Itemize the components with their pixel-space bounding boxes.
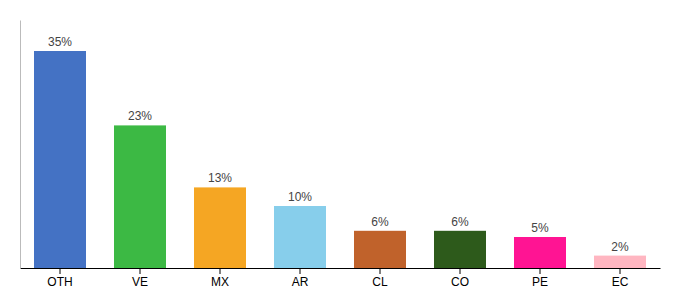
- x-tick-label: AR: [292, 275, 309, 289]
- data-label: 6%: [451, 215, 469, 229]
- bar: [514, 237, 566, 268]
- y-axis-line: [20, 21, 21, 269]
- bar: [354, 231, 406, 268]
- bar: [34, 51, 86, 268]
- x-tick-label: PE: [532, 275, 548, 289]
- data-label: 5%: [531, 221, 549, 235]
- x-tick: AR: [292, 268, 309, 289]
- x-tick-label: VE: [132, 275, 148, 289]
- bar: [594, 256, 646, 268]
- bars: [34, 51, 646, 268]
- data-labels: 35% 23% 13% 10% 6% 6% 5% 2%: [48, 35, 629, 254]
- data-label: 6%: [371, 215, 389, 229]
- x-tick-mark: [60, 268, 61, 274]
- x-tick-mark: [460, 268, 461, 274]
- x-tick-label: CL: [372, 275, 388, 289]
- data-label: 13%: [208, 171, 232, 185]
- bar: [434, 231, 486, 268]
- x-tick: PE: [532, 268, 548, 289]
- x-tick-mark: [380, 268, 381, 274]
- x-tick: VE: [132, 268, 148, 289]
- bar: [274, 206, 326, 268]
- data-label: 10%: [288, 190, 312, 204]
- x-tick: CL: [372, 268, 388, 289]
- x-tick: OTH: [47, 268, 72, 289]
- x-tick-label: EC: [612, 275, 629, 289]
- x-axis: OTH VE MX AR CL CO PE EC: [21, 268, 661, 289]
- y-axis: [20, 21, 21, 269]
- x-tick: EC: [612, 268, 629, 289]
- x-tick-mark: [140, 268, 141, 274]
- x-tick: MX: [211, 268, 229, 289]
- bar: [194, 187, 246, 268]
- x-axis-line: [21, 268, 661, 269]
- x-tick-label: MX: [211, 275, 229, 289]
- plot: OTH VE MX AR CL CO PE EC 35% 23% 13% 10% 6% 6% 5% 2%: [21, 21, 661, 289]
- data-label: 23%: [128, 109, 152, 123]
- data-label: 35%: [48, 35, 72, 49]
- x-tick-mark: [300, 268, 301, 274]
- x-tick-mark: [220, 268, 221, 274]
- x-tick-mark: [540, 268, 541, 274]
- x-tick-mark: [620, 268, 621, 274]
- chart: OTH VE MX AR CL CO PE EC 35% 23% 13% 10% 6% 6% 5% 2%: [0, 0, 680, 300]
- x-tick-label: CO: [451, 275, 469, 289]
- data-label: 2%: [611, 240, 629, 254]
- bar: [114, 125, 166, 268]
- x-tick-label: OTH: [47, 275, 72, 289]
- x-tick: CO: [451, 268, 469, 289]
